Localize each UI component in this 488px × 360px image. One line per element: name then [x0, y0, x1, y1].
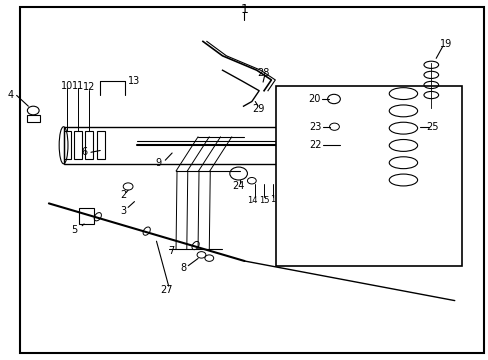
- Text: 6: 6: [81, 147, 87, 157]
- Text: 28: 28: [256, 68, 269, 78]
- Text: 23: 23: [309, 122, 321, 132]
- Text: 12: 12: [82, 82, 95, 92]
- Text: 4: 4: [8, 90, 14, 100]
- Text: 25: 25: [426, 122, 438, 132]
- Text: 9: 9: [156, 158, 162, 168]
- Text: 11: 11: [72, 81, 84, 91]
- Text: 17: 17: [282, 194, 293, 204]
- Text: 8: 8: [180, 263, 186, 273]
- Bar: [63, 131, 71, 159]
- Text: 18: 18: [295, 169, 308, 179]
- Text: 3: 3: [120, 206, 126, 216]
- Text: 19: 19: [439, 39, 451, 49]
- Bar: [276, 86, 461, 266]
- Text: 2: 2: [120, 190, 126, 200]
- Text: 26: 26: [421, 207, 433, 217]
- Bar: [27, 115, 40, 122]
- Bar: [79, 208, 94, 224]
- Text: 13: 13: [128, 76, 140, 86]
- Text: 20: 20: [307, 94, 320, 104]
- Text: 14: 14: [246, 196, 257, 205]
- Text: 27: 27: [160, 285, 172, 295]
- Text: 15: 15: [258, 196, 269, 205]
- Text: 22: 22: [308, 140, 321, 150]
- Text: 10: 10: [61, 81, 74, 91]
- Bar: [97, 131, 104, 159]
- Text: 24: 24: [232, 181, 244, 192]
- Text: 29: 29: [251, 104, 264, 114]
- Bar: [63, 127, 290, 164]
- Bar: [74, 131, 82, 159]
- Text: 7: 7: [168, 246, 174, 256]
- Text: 21: 21: [361, 250, 373, 260]
- Bar: [85, 131, 93, 159]
- Text: 16: 16: [270, 194, 281, 204]
- Text: 1: 1: [240, 3, 248, 15]
- Text: 5: 5: [71, 225, 77, 235]
